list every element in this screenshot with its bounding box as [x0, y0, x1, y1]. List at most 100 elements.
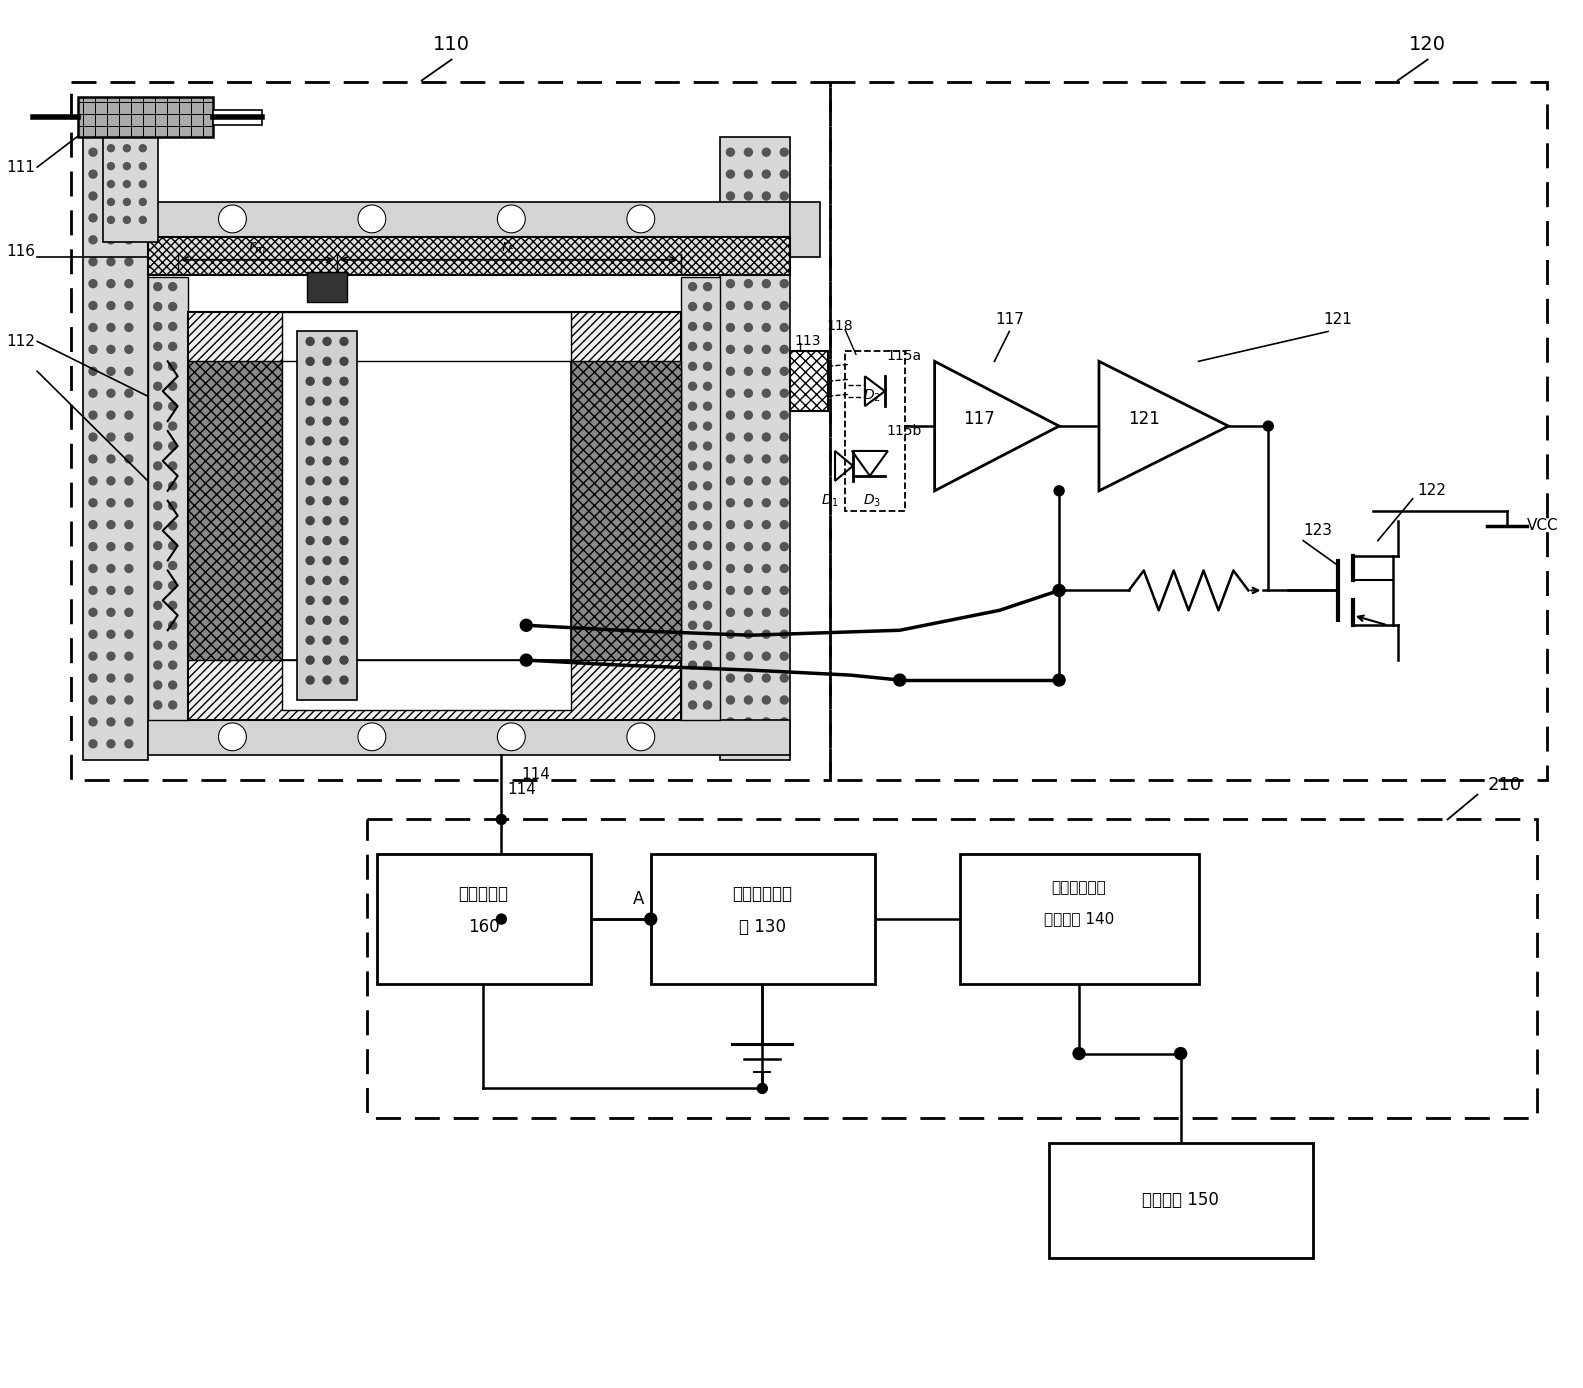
Circle shape [89, 258, 97, 265]
Circle shape [780, 389, 788, 397]
Circle shape [123, 126, 130, 133]
Circle shape [108, 411, 116, 419]
Circle shape [689, 661, 697, 669]
Circle shape [139, 217, 146, 223]
Circle shape [757, 1084, 768, 1094]
Circle shape [780, 695, 788, 704]
Circle shape [125, 192, 133, 200]
Circle shape [689, 382, 697, 390]
Circle shape [108, 389, 116, 397]
Circle shape [763, 171, 771, 178]
Circle shape [89, 543, 97, 551]
Circle shape [703, 462, 711, 471]
Circle shape [627, 205, 655, 233]
Circle shape [169, 283, 177, 290]
Circle shape [139, 108, 146, 115]
Circle shape [125, 565, 133, 572]
Circle shape [763, 477, 771, 484]
Circle shape [169, 641, 177, 650]
Circle shape [169, 343, 177, 350]
Circle shape [89, 520, 97, 529]
Circle shape [780, 433, 788, 441]
Circle shape [727, 149, 735, 157]
Circle shape [125, 498, 133, 507]
Circle shape [154, 502, 161, 509]
Bar [307, 272, 347, 301]
Circle shape [744, 608, 752, 616]
Circle shape [108, 543, 116, 551]
Bar [103, 103, 158, 242]
Circle shape [139, 162, 146, 169]
Circle shape [108, 144, 114, 151]
Circle shape [497, 815, 507, 824]
Circle shape [780, 192, 788, 200]
Circle shape [689, 403, 697, 409]
Circle shape [780, 346, 788, 354]
Circle shape [1073, 1048, 1084, 1059]
Circle shape [744, 630, 752, 638]
Circle shape [169, 382, 177, 390]
Circle shape [154, 322, 161, 330]
Circle shape [727, 587, 735, 594]
Circle shape [497, 723, 526, 751]
Bar [829, 82, 1547, 780]
Circle shape [89, 675, 97, 682]
Circle shape [744, 587, 752, 594]
Circle shape [169, 562, 177, 569]
Circle shape [727, 520, 735, 529]
Circle shape [89, 323, 97, 332]
Circle shape [763, 455, 771, 464]
Circle shape [689, 601, 697, 609]
Text: 122: 122 [1418, 483, 1447, 498]
Circle shape [154, 582, 161, 590]
Circle shape [169, 322, 177, 330]
Circle shape [323, 457, 331, 465]
Circle shape [154, 601, 161, 609]
Circle shape [169, 622, 177, 629]
Circle shape [780, 301, 788, 310]
Circle shape [108, 587, 116, 594]
Circle shape [763, 346, 771, 354]
Circle shape [108, 217, 114, 223]
Circle shape [727, 279, 735, 287]
Circle shape [306, 397, 313, 405]
Circle shape [744, 346, 752, 354]
Circle shape [689, 522, 697, 530]
Circle shape [689, 283, 697, 290]
Circle shape [703, 343, 711, 350]
Text: 111: 111 [6, 160, 35, 175]
Circle shape [89, 214, 97, 222]
Circle shape [89, 192, 97, 200]
Circle shape [727, 411, 735, 419]
Circle shape [727, 301, 735, 310]
Circle shape [727, 192, 735, 200]
Circle shape [780, 214, 788, 222]
Circle shape [218, 723, 247, 751]
Circle shape [125, 477, 133, 484]
Circle shape [727, 214, 735, 222]
Circle shape [763, 411, 771, 419]
Circle shape [763, 565, 771, 572]
Bar [790, 351, 828, 411]
Circle shape [780, 675, 788, 682]
Circle shape [89, 279, 97, 287]
Circle shape [727, 565, 735, 572]
Circle shape [340, 437, 348, 446]
Circle shape [323, 497, 331, 505]
Circle shape [727, 258, 735, 265]
Circle shape [89, 477, 97, 484]
Circle shape [169, 682, 177, 688]
Circle shape [744, 740, 752, 748]
Bar [1050, 1144, 1314, 1258]
Circle shape [306, 537, 313, 544]
Circle shape [108, 236, 116, 244]
Circle shape [169, 582, 177, 590]
Circle shape [780, 368, 788, 375]
Circle shape [306, 378, 313, 386]
Circle shape [727, 675, 735, 682]
Bar [959, 855, 1198, 984]
Bar [282, 361, 571, 661]
Circle shape [89, 565, 97, 572]
Circle shape [108, 630, 116, 638]
Circle shape [340, 337, 348, 346]
